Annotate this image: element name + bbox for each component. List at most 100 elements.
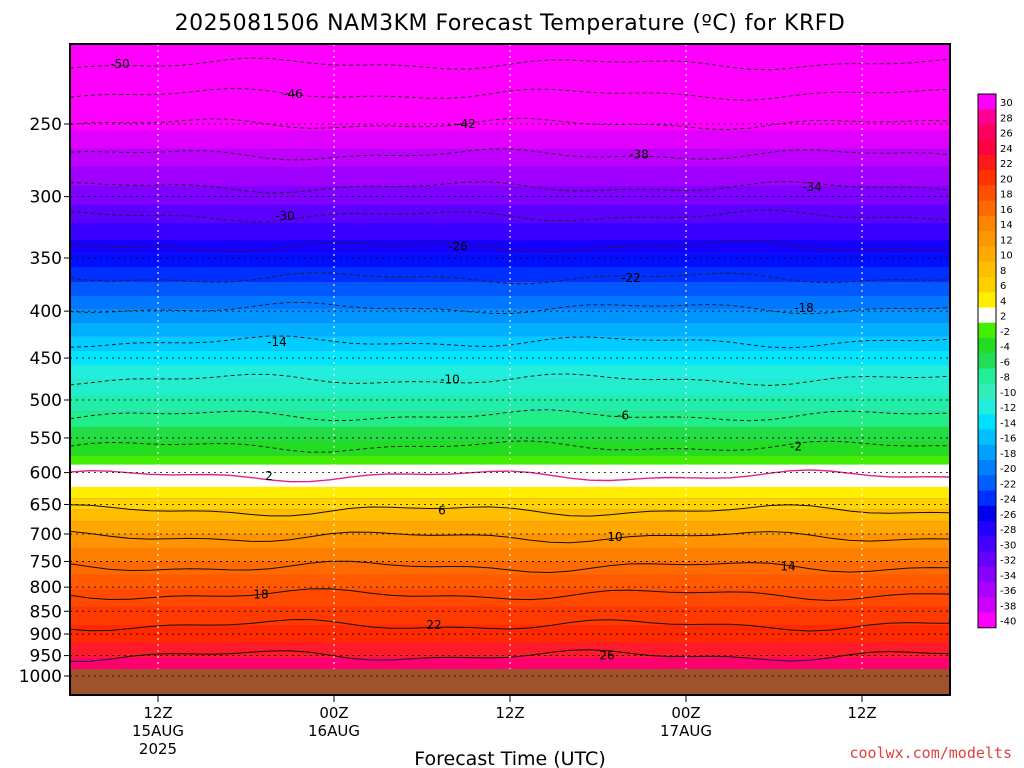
colorbar-label: 18 — [1000, 190, 1013, 201]
colorbar-cell — [978, 124, 996, 141]
colorbar-cell — [978, 155, 996, 171]
isotherm-label: -10 — [440, 373, 460, 387]
isotherm-label: 6 — [438, 504, 446, 518]
temperature-band — [70, 107, 950, 131]
x-tick-label: 12Z — [143, 704, 172, 722]
y-tick-label: 550 — [30, 429, 62, 449]
y-tick-label: 750 — [30, 552, 62, 572]
temperature-band — [70, 309, 950, 323]
isotherm-line — [69, 209, 951, 223]
temperature-band — [70, 365, 950, 380]
grid-lines — [70, 44, 950, 677]
colorbar-cell — [978, 612, 996, 629]
colorbar-label: -34 — [1000, 571, 1016, 582]
isotherm-label: -46 — [283, 87, 303, 101]
colorbar-cell — [978, 521, 996, 537]
colorbar-label: 14 — [1000, 220, 1013, 231]
isotherm-line — [69, 618, 951, 632]
temperature-band — [70, 322, 950, 337]
temperature-band — [70, 282, 950, 296]
temperature-band — [70, 239, 950, 254]
colorbar-label: 4 — [1000, 296, 1006, 307]
y-tick-label: 250 — [30, 115, 62, 135]
x-tick-label: 15AUG — [132, 722, 184, 740]
colorbar-label: 16 — [1000, 205, 1013, 216]
colorbar-label: -40 — [1000, 617, 1016, 628]
x-tick-label: 17AUG — [660, 722, 712, 740]
isotherm-label: -34 — [802, 180, 822, 194]
colorbar-label: -10 — [1000, 388, 1016, 399]
colorbar-cell — [978, 368, 996, 385]
colorbar-cell — [978, 292, 996, 308]
colorbar-cell — [978, 246, 996, 263]
isotherm-line — [69, 272, 951, 285]
colorbar-label: -32 — [1000, 556, 1016, 567]
colorbar-cell — [978, 277, 996, 293]
colorbar-label: -26 — [1000, 510, 1016, 521]
colorbar-cell — [978, 444, 996, 461]
temperature-band — [70, 486, 950, 499]
isotherm-label: 10 — [607, 530, 622, 544]
x-tick-label: 12Z — [495, 704, 524, 722]
colorbar-cell — [978, 94, 996, 110]
isotherm-label: 26 — [599, 649, 614, 663]
temperature-band — [70, 411, 950, 427]
colorbar-cell — [978, 505, 996, 522]
y-tick-label: 800 — [30, 578, 62, 598]
colorbar-label: 26 — [1000, 129, 1013, 140]
y-axis: 250 300 350 400 450 500 550 600 650 700 750 800 850 9… — [19, 115, 70, 687]
temperature-band — [70, 521, 950, 534]
isotherm-line — [69, 409, 951, 422]
credit-link[interactable]: coolwx.com/modelts — [849, 744, 1012, 762]
y-tick-label: 900 — [30, 625, 62, 645]
colorbar-label: 2 — [1000, 312, 1006, 323]
temperature-band — [70, 589, 950, 607]
isotherm-label: -50 — [110, 57, 130, 71]
isotherm-label: -18 — [794, 301, 814, 315]
y-tick-label: 500 — [30, 391, 62, 411]
colorbar-label: -18 — [1000, 449, 1016, 460]
isotherm-label: -38 — [629, 148, 649, 162]
x-tick-label: 00Z — [319, 704, 348, 722]
colorbar-label: 8 — [1000, 266, 1006, 277]
colorbar-label: 6 — [1000, 281, 1006, 292]
colorbar-cell — [978, 460, 996, 476]
isotherm-line — [69, 148, 951, 161]
colorbar-label: -2 — [1000, 327, 1010, 338]
isotherm-label: -14 — [267, 335, 287, 349]
colorbar-cell — [978, 200, 996, 217]
colorbar-cell — [978, 597, 996, 613]
colorbar-cell — [978, 139, 996, 156]
isotherm-label: -22 — [621, 271, 641, 285]
isotherm-line — [69, 373, 951, 386]
temperature-band — [70, 266, 950, 283]
colorbar-label: -4 — [1000, 342, 1010, 353]
y-tick-label: 850 — [30, 602, 62, 622]
colorbar-cell — [978, 170, 996, 186]
isotherm-line — [69, 301, 951, 315]
colorbar-cell — [978, 322, 996, 339]
colorbar-label: -36 — [1000, 586, 1016, 597]
colorbar-cell — [978, 536, 996, 552]
colorbar-cell — [978, 414, 996, 430]
colorbar-label: 10 — [1000, 251, 1013, 262]
colorbar-label: -24 — [1000, 495, 1016, 506]
y-tick-label: 450 — [30, 349, 62, 369]
colorbar-label: -28 — [1000, 525, 1016, 536]
colorbar: 30 28 26 24 22 20 18 16 14 12 10 8 6 4 2 -2 -4 -6 -8 -10 -12… — [977, 93, 1016, 629]
x-tick-label: 00Z — [671, 704, 700, 722]
colorbar-label: 20 — [1000, 174, 1013, 185]
colorbar-cell — [978, 261, 996, 278]
colorbar-cell — [978, 399, 996, 415]
temperature-band — [70, 130, 950, 149]
colorbar-cell — [978, 353, 996, 369]
isotherm-label: 22 — [426, 618, 441, 632]
colorbar-cell — [978, 566, 996, 583]
colorbar-cell — [978, 109, 996, 125]
isotherm-label: -30 — [275, 209, 295, 223]
colorbar-cell — [978, 383, 996, 400]
colorbar-label: -16 — [1000, 434, 1016, 445]
colorbar-cell — [978, 216, 996, 232]
x-tick-label: 2025 — [139, 740, 177, 758]
